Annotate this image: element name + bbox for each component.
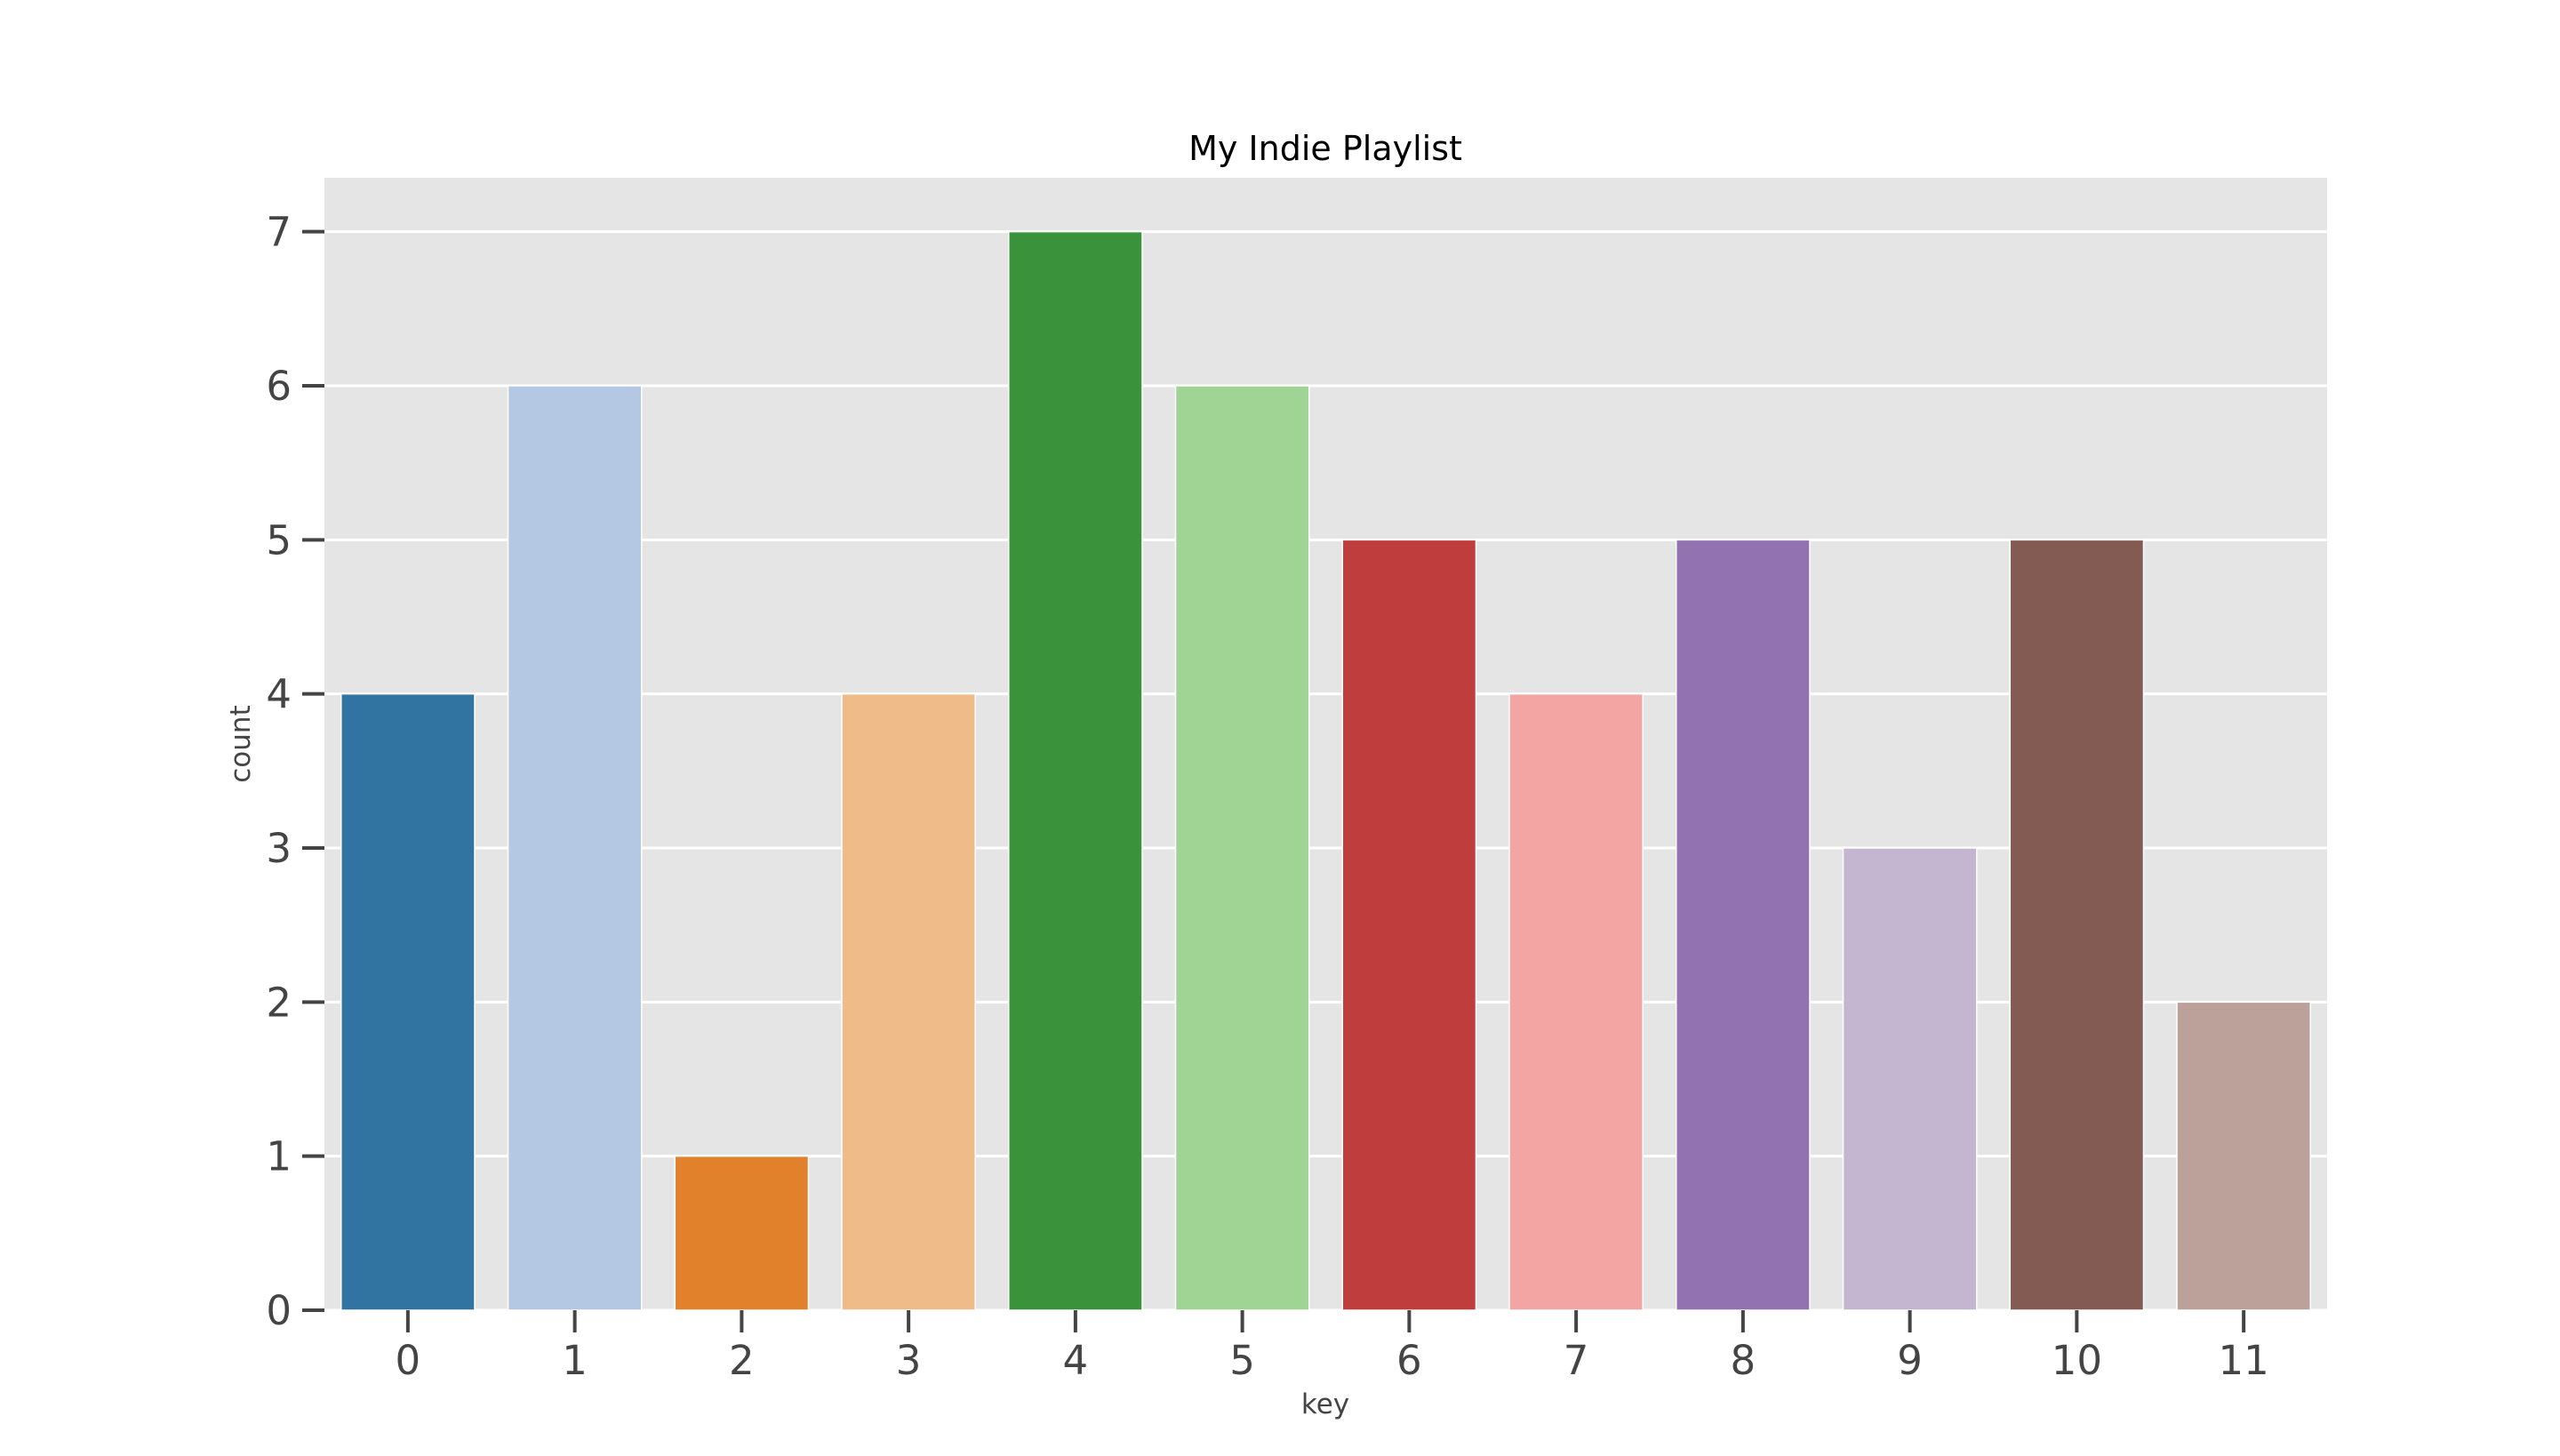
y-tick-label: 4 — [266, 671, 292, 718]
x-tick-label: 6 — [1396, 1337, 1422, 1384]
x-tick-label: 11 — [2218, 1337, 2268, 1384]
y-axis-label: count — [225, 705, 257, 782]
bar-key-11 — [2176, 1001, 2311, 1311]
y-axis: 0 1 2 3 4 5 6 7 — [266, 209, 324, 1334]
x-tick-label: 8 — [1731, 1337, 1756, 1384]
x-tick-label: 7 — [1564, 1337, 1589, 1384]
y-tick-label: 6 — [266, 363, 292, 410]
bar-key-9 — [1842, 847, 1978, 1311]
grid-lines — [324, 230, 2327, 1312]
y-tick-label: 2 — [266, 979, 292, 1026]
bar-key-5 — [1174, 385, 1310, 1311]
x-axis-label: key — [1301, 1388, 1349, 1420]
y-tick-label: 1 — [266, 1133, 292, 1180]
bars — [340, 230, 2311, 1311]
bar-key-6 — [1341, 539, 1477, 1311]
bar-key-3 — [841, 692, 976, 1311]
x-tick-label: 1 — [562, 1337, 588, 1384]
y-tick-label: 3 — [266, 825, 292, 872]
x-tick-label: 4 — [1063, 1337, 1089, 1384]
plot-background — [324, 178, 2327, 1310]
chart-title: My Indie Playlist — [1188, 129, 1462, 168]
x-tick-label: 5 — [1229, 1337, 1255, 1384]
bar-key-2 — [674, 1155, 810, 1311]
y-tick-label: 7 — [266, 209, 292, 256]
x-tick-label: 0 — [396, 1337, 421, 1384]
x-tick-label: 9 — [1897, 1337, 1923, 1384]
bar-key-8 — [1676, 539, 1811, 1311]
y-tick-label: 0 — [266, 1287, 292, 1334]
x-axis: 0 1 2 3 4 5 6 7 8 9 10 11 — [396, 1310, 2269, 1384]
bar-key-1 — [507, 385, 643, 1311]
y-tick-label: 5 — [266, 516, 292, 564]
bar-key-4 — [1008, 230, 1143, 1311]
x-tick-label: 2 — [729, 1337, 755, 1384]
x-tick-label: 3 — [896, 1337, 922, 1384]
bar-key-10 — [2009, 539, 2145, 1311]
x-tick-label: 10 — [2052, 1337, 2102, 1384]
bar-key-7 — [1508, 692, 1644, 1311]
bar-key-0 — [340, 692, 476, 1311]
